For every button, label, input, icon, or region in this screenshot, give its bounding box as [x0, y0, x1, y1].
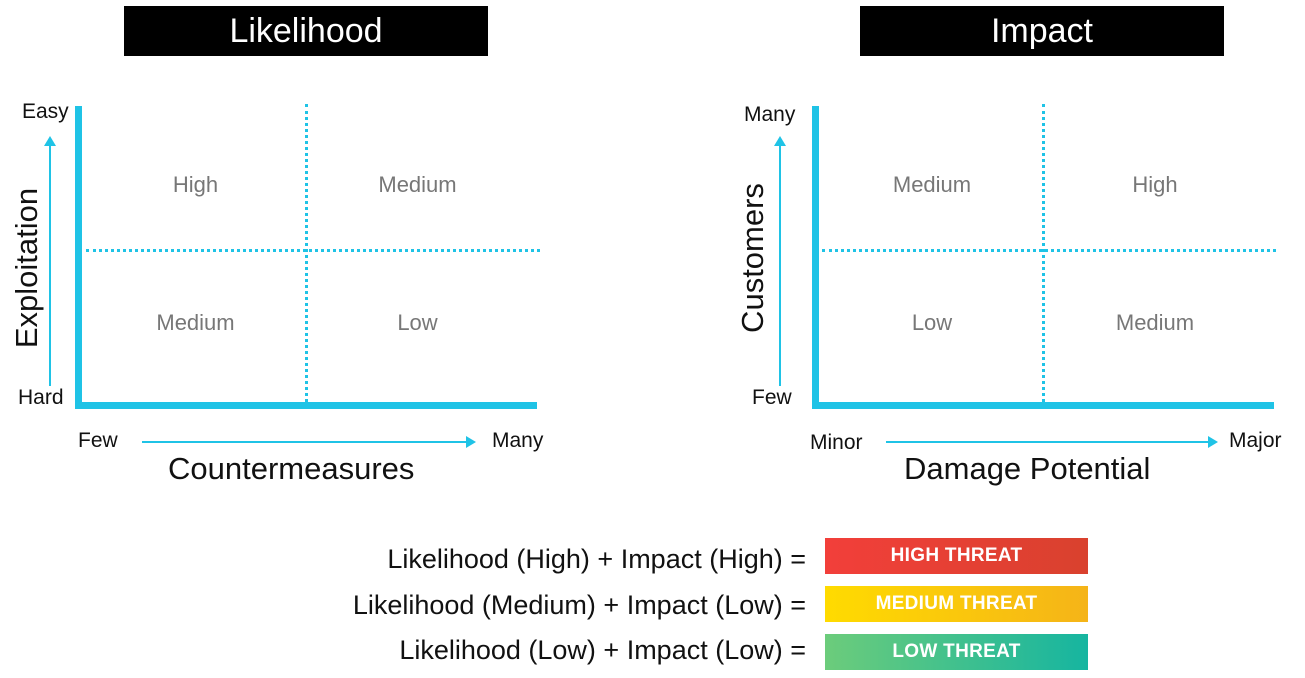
likelihood-x-axis [75, 402, 537, 409]
impact-y-bottom-label: Few [752, 386, 792, 409]
legend-formula-low: Likelihood (Low) + Impact (Low) = [399, 635, 806, 665]
likelihood-y-bottom-label: Hard [18, 386, 64, 409]
likelihood-x-left-label: Few [78, 429, 118, 452]
high-threat-badge: HIGH THREAT [825, 538, 1088, 574]
likelihood-cell-bottom-left: Medium [156, 310, 235, 335]
impact-y-axis-title: Customers [735, 183, 770, 333]
impact-cell-top-left: Medium [892, 172, 972, 197]
likelihood-horizontal-divider [86, 249, 540, 252]
impact-x-left-label: Minor [810, 431, 863, 454]
legend-formula-medium: Likelihood (Medium) + Impact (Low) = [352, 590, 806, 620]
likelihood-y-axis-title: Exploitation [9, 187, 44, 349]
likelihood-x-right-label: Many [492, 429, 544, 452]
likelihood-cell-bottom-right: Low [397, 310, 438, 335]
impact-horizontal-divider [822, 249, 1276, 252]
impact-cell-top-right: High [1132, 172, 1178, 197]
legend-formula-high: Likelihood (High) + Impact (High) = [387, 544, 806, 574]
impact-x-right-label: Major [1229, 429, 1282, 452]
impact-x-axis-title: Damage Potential [904, 451, 1151, 486]
medium-threat-badge: MEDIUM THREAT [825, 586, 1088, 622]
impact-y-arrow [774, 136, 786, 386]
impact-x-axis [812, 402, 1274, 409]
likelihood-y-axis [75, 106, 82, 409]
impact-y-axis [812, 106, 819, 409]
likelihood-vertical-divider [305, 104, 308, 402]
likelihood-cell-top-right: Medium [378, 172, 457, 197]
impact-cell-bottom-left: Low [911, 310, 953, 335]
likelihood-x-arrow [142, 436, 476, 448]
impact-vertical-divider [1042, 104, 1045, 402]
low-threat-badge: LOW THREAT [825, 634, 1088, 670]
likelihood-x-axis-title: Countermeasures [168, 451, 415, 486]
impact-x-arrow [886, 436, 1218, 448]
likelihood-y-top-label: Easy [22, 100, 69, 123]
impact-y-top-label: Many [744, 103, 796, 126]
impact-cell-bottom-right: Medium [1115, 310, 1195, 335]
impact-title: Impact [860, 6, 1224, 56]
likelihood-cell-top-left: High [172, 172, 219, 197]
likelihood-y-arrow [44, 136, 56, 386]
likelihood-title: Likelihood [124, 6, 488, 56]
